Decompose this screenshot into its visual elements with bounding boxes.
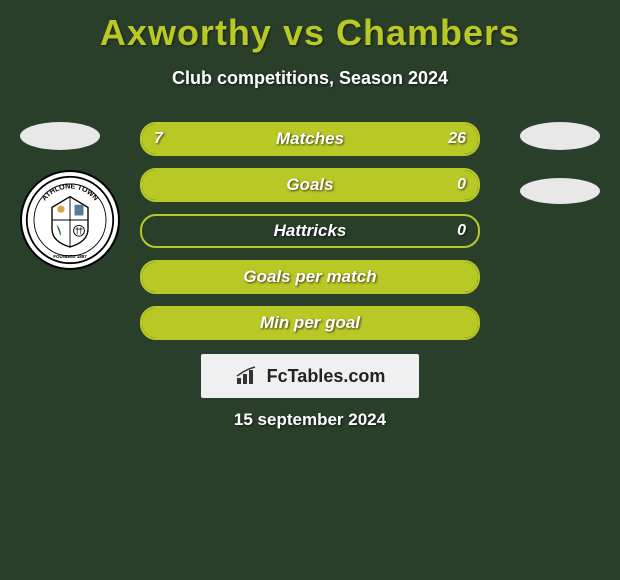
bar-fill-left (142, 124, 213, 154)
crest-svg: ATHLONE TOWN FOUNDED 1887 (25, 175, 115, 265)
comparison-bars: 7 Matches 26 Goals 0 Hattricks 0 Goals p… (140, 122, 480, 352)
bar-val-left: 7 (154, 130, 163, 148)
bar-goals-per-match: Goals per match (140, 260, 480, 294)
page-subtitle: Club competitions, Season 2024 (0, 68, 620, 89)
bar-min-per-goal: Min per goal (140, 306, 480, 340)
bar-goals: Goals 0 (140, 168, 480, 202)
date-label: 15 september 2024 (0, 410, 620, 430)
bar-fill-right (213, 124, 478, 154)
bar-hattricks: Hattricks 0 (140, 214, 480, 248)
bar-label: Hattricks (274, 221, 347, 241)
bar-val-right: 0 (457, 222, 466, 240)
page-title: Axworthy vs Chambers (0, 0, 620, 54)
bar-matches: 7 Matches 26 (140, 122, 480, 156)
brand-text: FcTables.com (267, 366, 386, 387)
logo-placeholder-right-2 (520, 178, 600, 204)
logo-placeholder-left-1 (20, 122, 100, 150)
logo-placeholder-right-1 (520, 122, 600, 150)
brand-badge[interactable]: FcTables.com (201, 354, 419, 398)
bar-label: Matches (276, 129, 344, 149)
bar-label: Goals (286, 175, 333, 195)
chart-icon (235, 366, 261, 386)
bar-label: Goals per match (243, 267, 376, 287)
bar-val-right: 0 (457, 176, 466, 194)
svg-text:FOUNDED 1887: FOUNDED 1887 (53, 254, 87, 259)
bar-label: Min per goal (260, 313, 360, 333)
bar-val-right: 26 (448, 130, 466, 148)
club-crest: ATHLONE TOWN FOUNDED 1887 (20, 170, 120, 270)
